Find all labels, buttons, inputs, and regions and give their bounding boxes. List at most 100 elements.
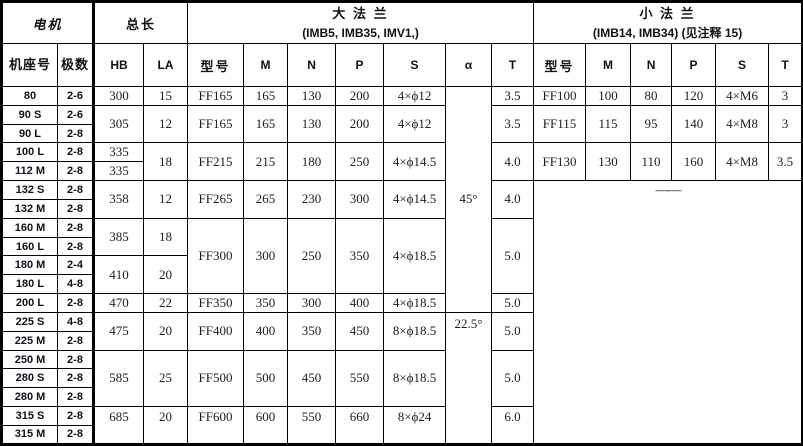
big-p-cell: 200 [335,86,385,106]
small-n-cell: 95 [630,104,673,144]
big-p-cell: 350 [335,217,385,295]
frame-cell: 225 M [1,330,58,351]
small-t-cell: 3 [768,86,803,106]
big-t-cell: 3.5 [491,86,535,106]
alpha-45-cell: 45° [445,86,493,313]
big-m-cell: 500 [243,349,289,408]
big-flange-subtitle: (IMB5, IMB35, IMV1,) [302,25,419,40]
small-t-cell: 3 [768,104,803,144]
small-n-cell: 110 [630,142,673,182]
row-112m: 112 M 2-8 335 [1,161,803,182]
poles-cell: 2-8 [56,236,96,257]
hb-cell: 585 [93,349,145,408]
big-model-cell: FF300 [187,217,245,295]
frame-cell: 315 S [1,406,58,426]
hb-cell: 300 [93,86,145,106]
small-p-cell: 120 [671,86,717,106]
big-s-header: S [383,43,447,87]
big-n-cell: 350 [287,311,337,351]
small-m-cell: 130 [585,142,632,182]
hb-cell: 475 [93,311,145,351]
big-t-cell: 5.0 [491,217,535,295]
small-model-cell: FF130 [533,142,587,182]
row-160m: 160 M 2-8 385 18 FF300 300 250 350 4×ϕ18… [1,217,803,295]
big-model-cell: FF265 [187,180,245,219]
frame-cell: 112 M [1,161,58,182]
big-m-header: M [243,43,289,87]
big-p-header: P [335,43,385,87]
row-90s: 90 S 2-6 305 12 FF165 165 130 200 4×ϕ12 … [1,104,803,144]
row-200l: 200 L 2-8 470 22 FF350 350 300 400 4×ϕ18… [1,293,803,313]
hb-cell: 335 [93,161,145,182]
poles-cell: 2-8 [56,368,96,389]
hb-cell: 410 [93,255,145,295]
small-model-cell: FF115 [533,104,587,144]
hb-cell: 305 [93,104,145,144]
hb-cell: 358 [93,180,145,219]
row-100l: 100 L 2-8 335 18 FF215 215 180 250 4×ϕ14… [1,142,803,182]
big-p-cell: 250 [335,142,385,182]
la-cell: 12 [143,180,189,219]
big-p-cell: 400 [335,293,385,313]
big-p-cell: 660 [335,406,385,445]
hb-cell: 470 [93,293,145,313]
alpha-header: α [445,43,493,87]
row-80: 80 2-6 300 15 FF165 165 130 200 4×ϕ12 45… [1,86,803,313]
poles-cell: 2-6 [56,86,96,106]
alpha-22-5-cell: 22.5° [445,311,493,446]
big-m-cell: 215 [243,142,289,182]
hb-cell: 385 [93,217,145,257]
big-n-cell: 250 [287,217,337,295]
la-cell: 25 [143,349,189,408]
big-flange-title: 大 法 兰 [332,6,389,22]
big-n-header: N [287,43,337,87]
row-315m: 315 M 2-8 [1,424,803,446]
small-m-header: M [585,43,632,87]
poles-cell: 2-8 [56,180,96,200]
motor-group-header: 电机 [0,1,96,44]
row-250m: 250 M 2-8 585 25 FF500 500 450 550 8×ϕ18… [1,349,803,408]
small-p-cell: 140 [671,104,717,144]
big-model-header: 型号 [187,43,245,87]
poles-cell: 4-8 [56,274,96,295]
row-180m: 180 M 2-4 410 20 [1,255,803,295]
row-280m: 280 M 2-8 [1,387,803,408]
frame-cell: 160 M [1,217,58,238]
small-s-cell: 4×M8 [715,142,770,182]
small-m-cell: 100 [585,86,632,106]
small-model-cell: FF100 [533,86,587,106]
big-s-cell: 8×ϕ24 [383,406,447,445]
big-flange-header: 大 法 兰 (IMB5, IMB35, IMV1,) [187,1,535,44]
small-flange-title: 小 法 兰 [639,6,696,22]
frame-cell: 180 L [1,274,58,295]
big-p-cell: 200 [335,104,385,144]
hb-header: HB [93,43,145,87]
poles-cell: 2-8 [56,330,96,351]
big-t-cell: 4.0 [491,142,535,182]
row-132s: 132 S 2-8 358 12 FF265 265 230 300 4×ϕ14… [1,180,803,445]
poles-cell: 2-8 [56,406,96,426]
big-s-cell: 4×ϕ18.5 [383,217,447,295]
poles-cell: 2-8 [56,293,96,313]
big-s-cell: 4×ϕ12 [383,86,447,106]
small-s-header: S [715,43,770,87]
big-s-cell: 8×ϕ18.5 [383,349,447,408]
la-cell: 15 [143,86,189,106]
frame-cell: 132 S [1,180,58,200]
big-n-cell: 230 [287,180,337,219]
poles-cell: 2-8 [56,217,96,238]
big-t-header: T [491,43,535,87]
row-315s: 315 S 2-8 685 20 FF600 600 550 660 8×ϕ24… [1,406,803,445]
small-flange-not-available-cell: —— [533,180,803,445]
poles-cell: 2-8 [56,424,96,446]
big-s-cell: 4×ϕ18.5 [383,293,447,313]
small-model-header: 型号 [533,43,587,87]
big-n-cell: 550 [287,406,337,445]
small-p-cell: 160 [671,142,717,182]
small-n-cell: 80 [630,86,673,106]
frame-cell: 250 M [1,349,58,370]
frame-cell: 280 M [1,387,58,408]
poles-cell: 2-8 [56,198,96,219]
frame-cell: 200 L [1,293,58,313]
